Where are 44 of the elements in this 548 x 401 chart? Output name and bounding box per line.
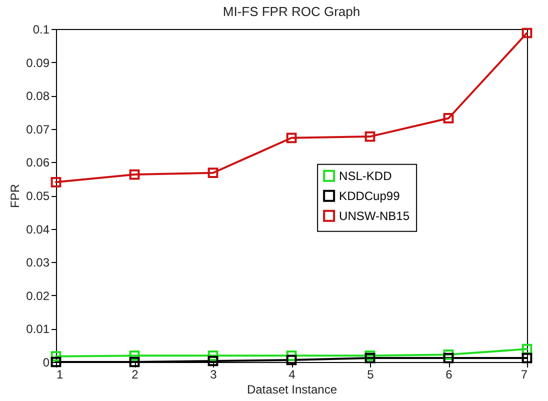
x-tick-label: 2 (132, 368, 139, 382)
point (364, 131, 376, 142)
x-tick-label: 3 (210, 368, 218, 382)
point (50, 351, 62, 362)
point (286, 350, 297, 361)
y-tick-label: 0.01 (26, 322, 50, 336)
y-tick-label: 0.03 (26, 256, 50, 270)
point (286, 354, 297, 366)
point (522, 344, 532, 354)
y-tick-label: 0.07 (26, 122, 50, 136)
point (208, 168, 218, 178)
y-tick-label: 0.05 (26, 189, 50, 203)
y-tick-label: 0 (42, 356, 50, 370)
point (443, 349, 454, 360)
y-tick-label: 0.1 (32, 22, 50, 36)
point (129, 350, 140, 361)
chart-title: MI-FS FPR ROC Graph (222, 4, 360, 19)
point (522, 352, 532, 364)
y-tick-label: 0.09 (26, 56, 50, 70)
x-tick-label: 1 (56, 368, 64, 382)
point (50, 176, 62, 188)
x-tick-label: 6 (446, 368, 453, 382)
point (522, 28, 532, 38)
point (129, 356, 140, 368)
point (208, 356, 218, 366)
point (208, 350, 218, 361)
point (364, 352, 376, 364)
legend-label: UNSW-NB15 (339, 208, 410, 223)
y-tick-label: 0.02 (26, 288, 50, 303)
legend-label: KDDCup99 (339, 188, 400, 203)
point (129, 169, 140, 180)
y-axis-title: FPR (8, 184, 22, 208)
x-tick-label: 7 (520, 368, 528, 382)
x-tick-label: 4 (288, 368, 296, 382)
legend-label: NSL-KDD (339, 168, 392, 183)
y-tick-label: 0.06 (26, 156, 50, 170)
point (443, 352, 454, 364)
x-axis-title: Dataset Instance (246, 382, 338, 396)
point (443, 113, 454, 124)
y-tick-label: 0.04 (26, 222, 50, 236)
y-tick-label: 0.08 (26, 89, 50, 104)
point (286, 132, 297, 144)
x-tick-label: 5 (367, 368, 374, 382)
point (50, 356, 62, 368)
